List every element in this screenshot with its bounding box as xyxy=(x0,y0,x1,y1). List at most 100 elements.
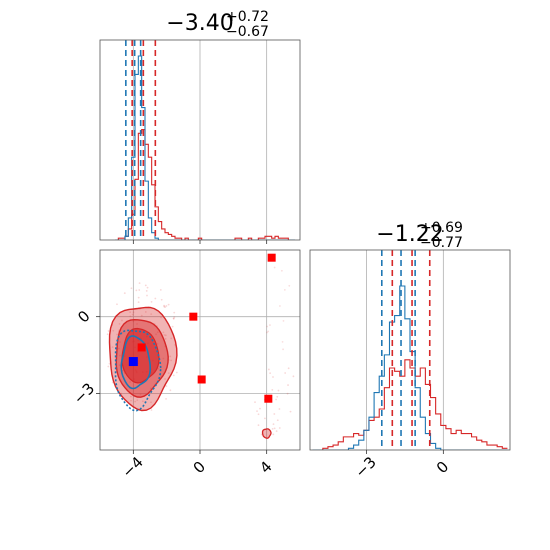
scatter-point xyxy=(162,357,165,360)
scatter-point xyxy=(269,324,271,326)
scatter-point xyxy=(118,323,121,325)
scatter-point xyxy=(289,410,292,413)
scatter-point xyxy=(111,346,114,349)
scatter-point xyxy=(132,320,135,323)
marker-red-square xyxy=(264,394,273,403)
scatter-point xyxy=(140,314,143,317)
scatter-point xyxy=(269,372,272,375)
marker-red-square xyxy=(267,253,276,262)
scatter-point xyxy=(273,413,276,415)
histogram-blue-step xyxy=(312,285,508,450)
scatter-point xyxy=(167,303,170,306)
histogram-red-step xyxy=(115,129,295,240)
histogram-title-param-2: −1.22 xyxy=(376,222,443,247)
scatter-point xyxy=(173,316,176,319)
scatter-point xyxy=(164,306,167,309)
scatter-point xyxy=(272,423,275,426)
scatter-point xyxy=(288,284,291,287)
scatter-point xyxy=(136,323,138,325)
scatter-point xyxy=(259,407,261,410)
scatter-point xyxy=(118,347,120,350)
scatter-point xyxy=(156,331,159,334)
scatter-point xyxy=(272,376,274,378)
scatter-point xyxy=(165,305,168,307)
scatter-point xyxy=(257,424,260,427)
scatter-point xyxy=(131,313,134,316)
scatter-point xyxy=(170,359,173,362)
scatter-point xyxy=(118,364,121,367)
scatter-point xyxy=(144,311,147,313)
scatter-point xyxy=(283,288,286,291)
title-upper-error: +0.72 xyxy=(226,9,269,25)
histogram-panel-param-2: −3 0 −1.22 +0.69 −0.77 xyxy=(309,220,511,481)
scatter-point xyxy=(278,427,281,429)
scatter-point xyxy=(276,419,279,422)
scatter-point xyxy=(164,337,167,340)
scatter-point xyxy=(106,333,109,336)
scatter-point xyxy=(170,337,173,340)
histogram-frame-2 xyxy=(309,249,511,451)
scatter-point xyxy=(138,282,141,285)
scatter-point xyxy=(286,392,289,395)
scatter-point xyxy=(146,286,149,289)
contour-blue-outer xyxy=(114,329,162,412)
scatter-point xyxy=(138,289,141,291)
scatter-point xyxy=(130,287,133,290)
scatter-point xyxy=(271,427,274,430)
scatter-point xyxy=(137,301,140,304)
scatter-point xyxy=(169,355,172,358)
scatter-point xyxy=(167,372,170,375)
scatter-point xyxy=(165,398,167,400)
title-median-value: −3.40 xyxy=(166,11,233,36)
marker-red-square xyxy=(137,343,146,352)
scatter-point xyxy=(163,305,166,308)
scatter-point xyxy=(121,319,123,322)
joint-distribution-panel: −4 0 4 0 −3 xyxy=(70,249,301,481)
scatter-point xyxy=(139,393,142,396)
x-tick-label: 0 xyxy=(433,458,452,477)
histogram-title-param-1: −3.40 xyxy=(166,11,233,36)
contour-blue-inner xyxy=(120,335,151,390)
scatter-point xyxy=(165,385,168,387)
scatter-point xyxy=(163,304,166,307)
scatter-point xyxy=(254,401,256,404)
marker-red-square xyxy=(197,375,206,384)
scatter-point xyxy=(163,334,166,336)
scatter-point xyxy=(119,341,121,343)
y-tick-label: −3 xyxy=(70,379,98,407)
scatter-point xyxy=(157,367,160,370)
scatter-point xyxy=(150,401,152,404)
scatter-point xyxy=(164,334,167,337)
scatter-point xyxy=(292,375,295,378)
histogram-blue-step xyxy=(115,55,295,240)
histogram-panel-param-1: −3.40 +0.72 −0.67 xyxy=(99,9,301,244)
scatter-point xyxy=(159,288,162,291)
scatter-point xyxy=(273,266,276,269)
scatter-point xyxy=(164,378,166,380)
x-tick-label: −3 xyxy=(352,453,380,481)
scatter-point xyxy=(130,395,132,398)
scatter-point xyxy=(279,305,281,307)
scatter-point xyxy=(172,317,175,320)
scatter-point xyxy=(169,389,172,392)
scatter-point xyxy=(154,297,157,300)
scatter-point xyxy=(146,294,148,297)
scatter-point xyxy=(257,413,260,416)
scatter-point xyxy=(116,333,118,336)
scatter-point xyxy=(273,427,276,430)
scatter-point xyxy=(173,311,176,314)
scatter-point xyxy=(175,371,178,374)
title-median-value-2: −1.22 xyxy=(376,222,443,247)
scatter-point xyxy=(145,290,148,292)
scatter-point xyxy=(134,400,137,403)
scatter-point xyxy=(280,269,283,272)
scatter-point xyxy=(277,389,280,392)
scatter-point xyxy=(112,329,115,332)
scatter-point xyxy=(144,284,147,287)
scatter-point xyxy=(129,381,132,383)
scatter-point xyxy=(275,430,278,433)
scatter-point xyxy=(118,354,121,357)
scatter-point xyxy=(137,296,140,299)
scatter-point xyxy=(284,372,287,374)
